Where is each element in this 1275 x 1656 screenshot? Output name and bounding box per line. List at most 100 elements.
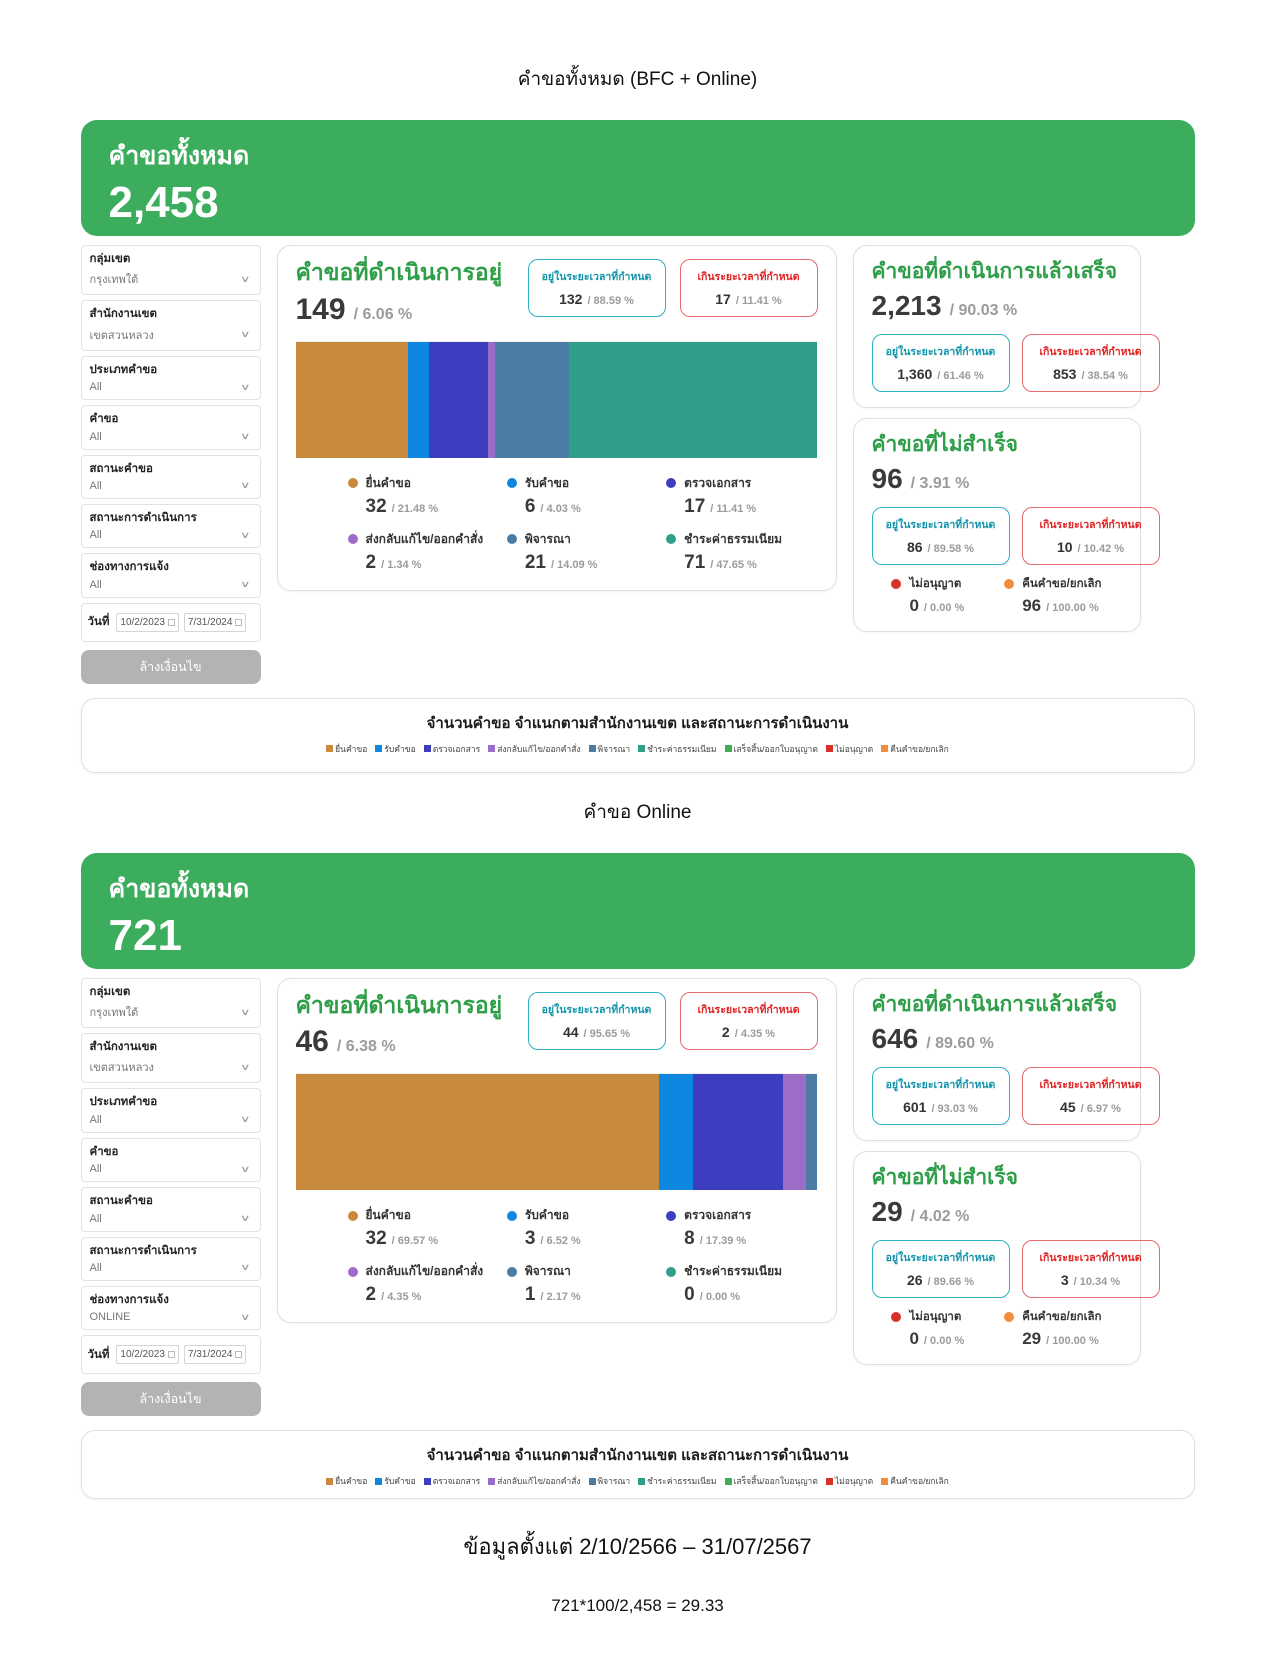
card-title: คำขอที่ดำเนินการอยู่ xyxy=(295,991,503,1018)
chevron-down-icon: ∨ xyxy=(239,529,251,540)
legend-label: คืนคำขอ/ยกเลิก xyxy=(1022,1311,1102,1323)
legend-item: ตรวจเอกสาร 8 / 17.39 % xyxy=(666,1206,817,1250)
legend-label: ไม่อนุญาต xyxy=(909,578,962,591)
bar-segment-4[interactable] xyxy=(806,1074,818,1191)
filter-value: All xyxy=(89,1113,102,1126)
filter-dropdown[interactable]: กลุ่มเขต กรุงเทพใต้ ∨ xyxy=(80,245,261,296)
clear-filters-button[interactable]: ล้างเงื่อนไข xyxy=(80,649,261,684)
filter-label: ช่องทางการแจ้ง xyxy=(89,561,169,574)
filter-dropdown[interactable]: สถานะคำขอ All ∨ xyxy=(80,454,261,499)
in-time-label: อยู่ในระยะเวลาที่กำหนด xyxy=(541,1003,652,1016)
legend-label: ยื่นคำขอ xyxy=(335,1476,368,1487)
status-dot-icon xyxy=(506,534,517,545)
in-time-box: อยู่ในระยะเวลาที่กำหนด 132 / 88.59 % xyxy=(527,259,666,317)
in-time-label: อยู่ในระยะเวลาที่กำหนด xyxy=(885,1252,996,1264)
filter-dropdown[interactable]: ประเภทคำขอ All ∨ xyxy=(80,355,261,401)
clear-filters-button[interactable]: ล้างเงื่อนไข xyxy=(80,1382,261,1417)
bar-segment-5[interactable] xyxy=(568,341,818,458)
over-time-pct: / 11.41 % xyxy=(735,295,782,307)
completed-value: 2,213 xyxy=(871,290,942,322)
filter-dropdown[interactable]: คำขอ All ∨ xyxy=(80,1137,261,1183)
date-from-input[interactable]: 10/2/2023 xyxy=(116,612,179,632)
bar-segment-1[interactable] xyxy=(658,1074,693,1191)
in-time-value: 86 xyxy=(906,539,923,556)
legend-value: 3 xyxy=(524,1228,536,1250)
filter-dropdown[interactable]: สถานะการดำเนินการ All ∨ xyxy=(80,503,261,549)
legend-pct: / 11.41 % xyxy=(710,502,757,515)
total-label: คำขอทั้งหมด xyxy=(108,874,250,903)
filter-dropdown[interactable]: กลุ่มเขต กรุงเทพใต้ ∨ xyxy=(80,977,261,1028)
legend-value: 29 xyxy=(1022,1329,1042,1348)
legend-label: พิจารณา xyxy=(524,531,571,546)
filter-value: เขตสวนหลวง xyxy=(89,329,154,342)
filter-list: กลุ่มเขต กรุงเทพใต้ ∨ สำนักงานเขต เขตสวน… xyxy=(80,245,261,598)
legend-square-icon xyxy=(326,1477,334,1485)
legend-label: ตรวจเอกสาร xyxy=(432,1476,481,1487)
legend-label: ชำระค่าธรรมเนียม xyxy=(684,531,783,546)
calendar-icon xyxy=(235,618,243,626)
legend-square-icon xyxy=(375,745,383,753)
bar-segment-4[interactable] xyxy=(495,341,569,458)
bar-segment-2[interactable] xyxy=(428,341,489,458)
bar-segment-0[interactable] xyxy=(295,341,408,458)
legend-item: ไม่อนุญาต xyxy=(825,1474,874,1488)
over-time-label: เกินระยะเวลาที่กำหนด xyxy=(1039,1252,1142,1264)
filter-dropdown[interactable]: สำนักงานเขต เขตสวนหลวง ∨ xyxy=(80,1033,261,1084)
legend-value: 6 xyxy=(524,495,536,517)
legend-label: ยื่นคำขอ xyxy=(365,475,411,490)
legend-item: ยื่นคำขอ xyxy=(326,1474,367,1488)
filter-dropdown[interactable]: สถานะการดำเนินการ All ∨ xyxy=(80,1236,261,1281)
in-time-value: 601 xyxy=(903,1098,927,1115)
legend-value: 0 xyxy=(909,596,919,616)
chevron-down-icon: ∨ xyxy=(239,1006,251,1017)
legend-pct: / 6.52 % xyxy=(540,1235,581,1248)
in-time-label: อยู่ในระยะเวลาที่กำหนด xyxy=(885,346,996,359)
legend-pct: / 47.65 % xyxy=(710,558,757,571)
filter-dropdown[interactable]: คำขอ All ∨ xyxy=(80,405,261,450)
total-banner-bfc: คำขอทั้งหมด 2,458 xyxy=(80,120,1195,236)
date-from-input[interactable]: 10/2/2023 xyxy=(116,1345,179,1365)
legend-pct: / 4.35 % xyxy=(381,1291,422,1304)
total-banner-online: คำขอทั้งหมด 721 xyxy=(80,852,1195,969)
legend-label: ไม่อนุญาต xyxy=(834,743,874,754)
bar-segment-2[interactable] xyxy=(692,1074,784,1191)
date-to-input[interactable]: 7/31/2024 xyxy=(183,1345,247,1365)
legend-label: ไม่อนุญาต xyxy=(834,1476,874,1487)
status-dot-icon xyxy=(666,478,677,489)
data-range-note: ข้อมูลตั้งแต่ 2/10/2566 – 31/07/2567 xyxy=(463,1534,812,1560)
status-dot-icon xyxy=(506,1210,517,1221)
legend-item: ส่งกลับแก้ไข/ออกคำสั่ง xyxy=(488,1474,581,1488)
filter-dropdown[interactable]: สถานะคำขอ All ∨ xyxy=(80,1187,261,1232)
status-legend-online: ยื่นคำขอ 32 / 69.57 % รับคำขอ 3 / 6.52 % ต… xyxy=(296,1206,818,1306)
bar-segment-0[interactable] xyxy=(295,1074,659,1191)
chevron-down-icon: ∨ xyxy=(239,1163,251,1174)
district-chart-card-bfc: จำนวนคำขอ จำแนกตามสำนักงานเขต และสถานะกา… xyxy=(80,697,1195,773)
filter-dropdown[interactable]: สำนักงานเขต เขตสวนหลวง ∨ xyxy=(80,300,261,351)
over-time-box: เกินระยะเวลาที่กำหนด 10 / 10.42 % xyxy=(1021,507,1160,566)
chevron-down-icon: ∨ xyxy=(239,1114,251,1125)
legend-item: พิจารณา 1 / 2.17 % xyxy=(506,1262,658,1306)
legend-pct: / 100.00 % xyxy=(1046,602,1099,615)
calculation-note: 721*100/2,458 = 29.33 xyxy=(551,1596,724,1616)
status-dot-icon xyxy=(1004,579,1015,590)
date-to-input[interactable]: 7/31/2024 xyxy=(183,612,247,632)
filter-dropdown[interactable]: ช่องทางการแจ้ง All ∨ xyxy=(80,553,261,598)
legend-item: ตรวจเอกสาร 17 / 11.41 % xyxy=(666,474,817,518)
bar-segment-1[interactable] xyxy=(407,341,429,458)
in-progress-card-bfc: คำขอที่ดำเนินการอยู่ 149 / 6.06 % อยู่ในร… xyxy=(276,245,837,591)
filter-dropdown[interactable]: ช่องทางการแจ้ง ONLINE ∨ xyxy=(80,1285,261,1331)
legend-label: ตรวจเอกสาร xyxy=(684,1208,752,1223)
bar-segment-3[interactable] xyxy=(783,1074,807,1191)
legend-value: 2 xyxy=(365,1284,377,1306)
filter-dropdown[interactable]: ประเภทคำขอ All ∨ xyxy=(80,1088,261,1133)
status-dot-icon xyxy=(666,1210,677,1221)
legend-label: ส่งกลับแก้ไข/ออกคำสั่ง xyxy=(497,743,581,754)
bar-segment-3[interactable] xyxy=(488,341,496,458)
completed-pct: / 90.03 % xyxy=(949,302,1018,320)
legend-item: ไม่อนุญาต 0 / 0.00 % xyxy=(891,1308,964,1349)
chevron-down-icon: ∨ xyxy=(239,1262,251,1273)
over-time-pct: / 6.97 % xyxy=(1080,1102,1121,1115)
legend-pct: / 2.17 % xyxy=(540,1291,581,1304)
legend-item: คืนคำขอ/ยกเลิก 29 / 100.00 % xyxy=(1004,1308,1102,1349)
legend-label: คืนคำขอ/ยกเลิก xyxy=(1022,578,1102,591)
